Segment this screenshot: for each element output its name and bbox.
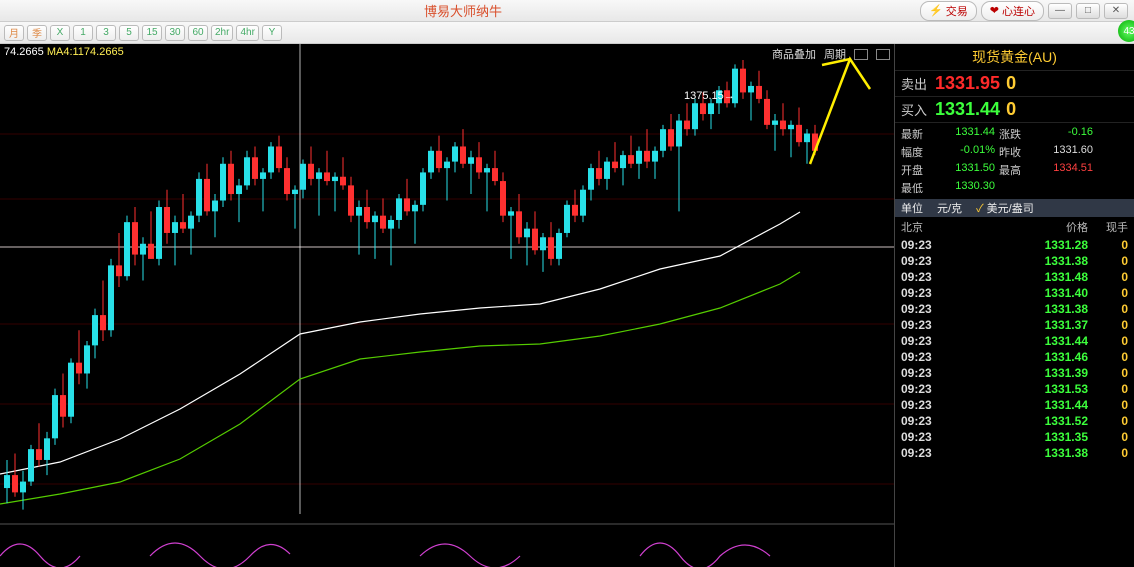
- tick-row: 09:231331.480: [895, 269, 1134, 285]
- tick-row: 09:231331.380: [895, 253, 1134, 269]
- stat-key: 幅度: [901, 144, 935, 160]
- stat-val: [1037, 180, 1093, 196]
- period-menu[interactable]: 周期: [824, 46, 846, 62]
- stat-val: -0.01%: [939, 144, 995, 160]
- stat-val: 1334.51: [1037, 162, 1093, 178]
- stat-val: 1331.50: [939, 162, 995, 178]
- period-toolbar: 月季X1351530602hr4hrY: [0, 22, 1134, 44]
- trade-button[interactable]: ⚡交易: [920, 1, 977, 21]
- ma-readout: 74.2665 MA4:1174.2665: [4, 46, 124, 58]
- buy-price: 1331.44: [935, 99, 1000, 120]
- tick-row: 09:231331.380: [895, 445, 1134, 461]
- period-4hr[interactable]: 4hr: [236, 25, 258, 41]
- stat-key: 最新: [901, 126, 935, 142]
- tick-list: 09:231331.28009:231331.38009:231331.4800…: [895, 237, 1134, 461]
- tick-row: 09:231331.350: [895, 429, 1134, 445]
- unit-bar: 单位 元/克 美元/盎司: [895, 199, 1134, 217]
- bolt-icon: ⚡: [929, 4, 943, 17]
- maximize-button[interactable]: □: [1076, 3, 1100, 19]
- titlebar: 博易大师纳牛 ⚡交易 ❤心连心 — □ ✕: [0, 0, 1134, 22]
- period-X[interactable]: X: [50, 25, 70, 41]
- period-Y[interactable]: Y: [262, 25, 282, 41]
- layout2-icon[interactable]: [876, 49, 890, 60]
- layout-icon[interactable]: [854, 49, 868, 60]
- stat-key: 昨收: [999, 144, 1033, 160]
- tick-row: 09:231331.460: [895, 349, 1134, 365]
- app-title: 博易大师纳牛: [6, 1, 920, 20]
- period-30[interactable]: 30: [165, 25, 185, 41]
- buy-row[interactable]: 买入 1331.44 0: [895, 96, 1134, 122]
- period-2hr[interactable]: 2hr: [211, 25, 233, 41]
- peak-label: 1375.15→: [684, 90, 735, 102]
- period-3[interactable]: 3: [96, 25, 116, 41]
- chart-area[interactable]: 74.2665 MA4:1174.2665 1375.15→ 商品叠加 周期: [0, 44, 894, 567]
- tick-row: 09:231331.400: [895, 285, 1134, 301]
- tick-row: 09:231331.440: [895, 333, 1134, 349]
- stat-val: 1330.30: [939, 180, 995, 196]
- candlestick-chart: [0, 44, 894, 567]
- tick-row: 09:231331.520: [895, 413, 1134, 429]
- tick-row: 09:231331.390: [895, 365, 1134, 381]
- period-5[interactable]: 5: [119, 25, 139, 41]
- chart-menu: 商品叠加 周期: [772, 46, 890, 62]
- stat-key: 开盘: [901, 162, 935, 178]
- heart-icon: ❤: [990, 4, 999, 17]
- overlay-menu[interactable]: 商品叠加: [772, 46, 816, 62]
- period-1[interactable]: 1: [73, 25, 93, 41]
- badge: 43: [1118, 20, 1134, 42]
- tick-row: 09:231331.440: [895, 397, 1134, 413]
- stat-key: 最低: [901, 180, 935, 196]
- heart-button[interactable]: ❤心连心: [981, 1, 1044, 21]
- sell-price: 1331.95: [935, 73, 1000, 94]
- unit-label: 单位: [901, 200, 923, 216]
- stat-key: 最高: [999, 162, 1033, 178]
- stat-val: 1331.44: [939, 126, 995, 142]
- quote-panel: 43 现货黄金(AU) 卖出 1331.95 0 买入 1331.44 0 最新…: [894, 44, 1134, 567]
- period-60[interactable]: 60: [188, 25, 208, 41]
- tick-header: 北京价格现手: [895, 217, 1134, 237]
- tick-row: 09:231331.380: [895, 301, 1134, 317]
- stats-grid: 最新1331.44涨跌-0.16 幅度-0.01%昨收1331.60 开盘1331.…: [895, 122, 1134, 199]
- stat-key: [999, 180, 1033, 196]
- stat-val: -0.16: [1037, 126, 1093, 142]
- stat-val: 1331.60: [1037, 144, 1093, 160]
- tick-row: 09:231331.530: [895, 381, 1134, 397]
- unit-opt-2[interactable]: 美元/盎司: [976, 200, 1034, 216]
- close-button[interactable]: ✕: [1104, 3, 1128, 19]
- tick-row: 09:231331.280: [895, 237, 1134, 253]
- instrument-title: 现货黄金(AU): [895, 44, 1134, 70]
- minimize-button[interactable]: —: [1048, 3, 1072, 19]
- sell-row[interactable]: 卖出 1331.95 0: [895, 70, 1134, 96]
- unit-opt-1[interactable]: 元/克: [937, 200, 962, 216]
- period-15[interactable]: 15: [142, 25, 162, 41]
- period-季[interactable]: 季: [27, 25, 47, 41]
- stat-key: 涨跌: [999, 126, 1033, 142]
- tick-row: 09:231331.370: [895, 317, 1134, 333]
- period-月[interactable]: 月: [4, 25, 24, 41]
